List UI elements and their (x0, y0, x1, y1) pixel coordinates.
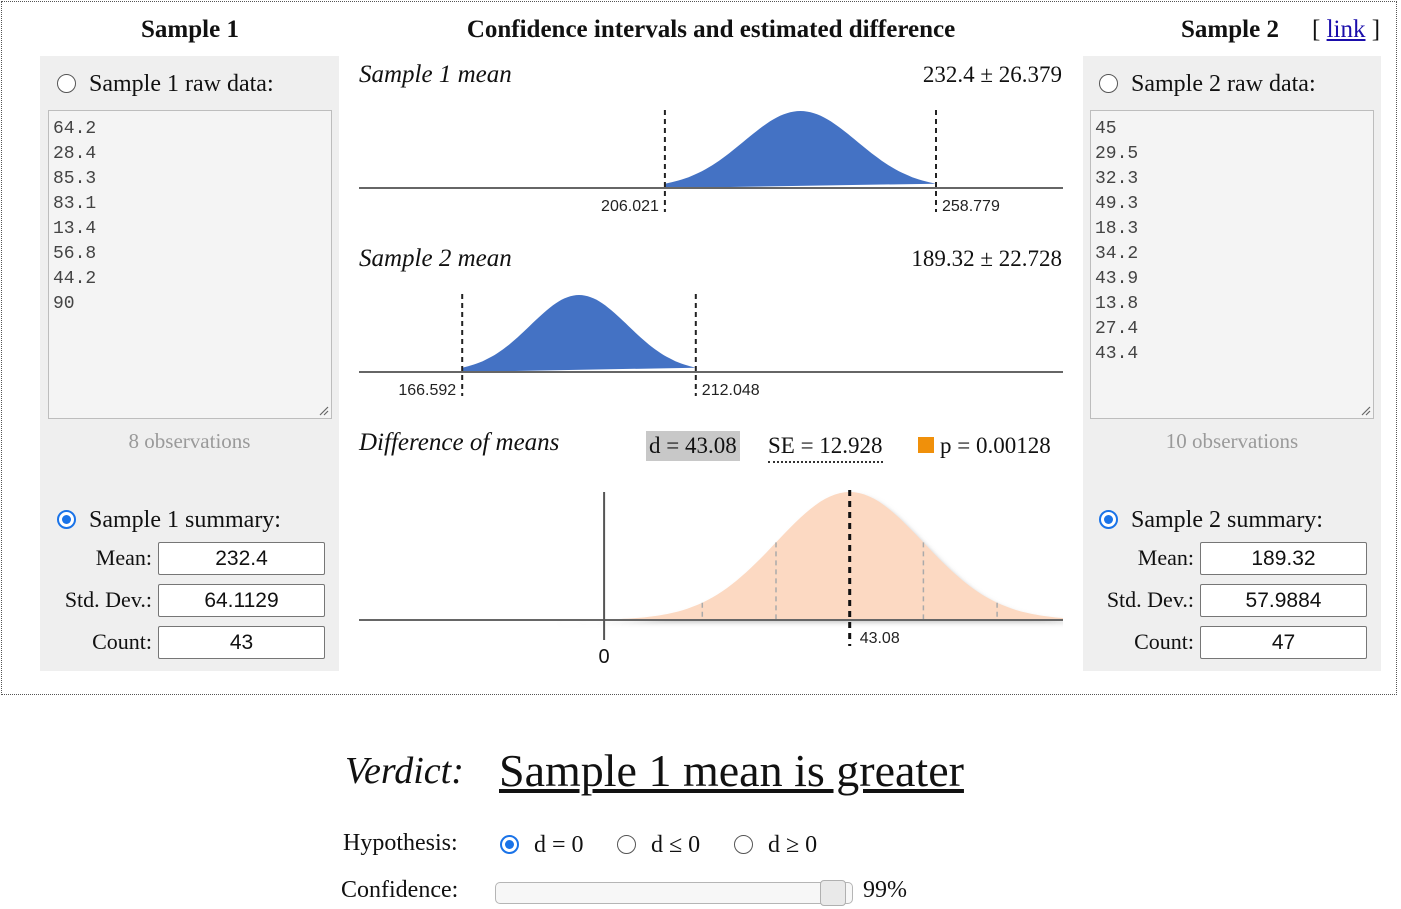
sample1-title: Sample 1 (141, 16, 239, 43)
sample2-raw-value: 43.9 (1095, 269, 1139, 289)
diff-zero-label: 0 (599, 646, 610, 668)
sample1-raw-value: 90 (53, 294, 75, 314)
mean2-upper-bound-label: 212.048 (702, 382, 760, 399)
sample2-raw-value: 29.5 (1095, 144, 1139, 164)
mean1-ci-plot: 206.021 258.779 (359, 110, 1063, 215)
mean1-lower-bound-label: 206.021 (601, 198, 659, 215)
hypothesis-option-ge: d ≥ 0 (768, 832, 818, 858)
sample2-mean-input[interactable]: 189.32 (1200, 542, 1367, 575)
sample2-mean-label: Mean: (1137, 545, 1194, 570)
sample1-raw-value: 85.3 (53, 169, 97, 189)
sample2-raw-value: 45 (1095, 119, 1117, 139)
sample2-summary-radio[interactable] (1099, 510, 1118, 529)
confidence-slider-thumb[interactable] (820, 880, 847, 906)
sample1-raw-value: 83.1 (53, 194, 97, 214)
mean2-density-curve (462, 295, 696, 372)
diff-plot: 0 43.08 (359, 490, 1063, 668)
confidence-slider[interactable] (495, 880, 853, 906)
confidence-slider-track (495, 882, 853, 904)
sample2-raw-value: 13.8 (1095, 294, 1139, 314)
sample1-sd-label: Std. Dev.: (64, 587, 152, 612)
diff-density-curve (554, 492, 1063, 620)
sample2-raw-value: 43.4 (1095, 344, 1139, 364)
mean2-lower-bound-label: 166.592 (398, 382, 456, 399)
sample2-raw-value: 32.3 (1095, 169, 1139, 189)
hypothesis-option-le: d ≤ 0 (651, 832, 701, 858)
verdict-label: Verdict: (345, 750, 464, 792)
sample1-raw-value: 64.2 (53, 119, 97, 139)
sample2-raw-value: 34.2 (1095, 244, 1139, 264)
sample2-raw-radio[interactable] (1099, 74, 1118, 93)
sample2-observations: 10 observations (1165, 429, 1299, 453)
p-value: p = 0.00128 (940, 433, 1051, 458)
sample2-raw-textarea[interactable]: 45 29.5 32.3 49.3 18.3 34.2 43.9 13.8 27.4 43.4 (1090, 110, 1374, 419)
diff-plot-title: Difference of means (359, 429, 560, 456)
confidence-value: 99% (863, 877, 907, 903)
sample1-sd-input[interactable]: 64.1129 (158, 584, 325, 617)
hypothesis-label: Hypothesis: (343, 830, 458, 856)
sample1-summary-radio[interactable] (57, 510, 76, 529)
link-bracket-close: ] (1371, 16, 1381, 43)
mean1-plot-value: 232.4 ± 26.379 (922, 62, 1062, 87)
sample2-count-input[interactable]: 47 (1200, 626, 1367, 659)
mean2-plot-value: 189.32 ± 22.728 (911, 246, 1062, 271)
sample1-mean-input[interactable]: 232.4 (158, 542, 325, 575)
sample2-raw-value: 49.3 (1095, 194, 1139, 214)
mean1-upper-bound-label: 258.779 (942, 198, 1000, 215)
link-group: [ link ] (1312, 16, 1380, 44)
sample1-raw-radio[interactable] (57, 74, 76, 93)
mean1-density-curve (664, 111, 936, 188)
sample1-raw-value: 13.4 (53, 219, 97, 239)
hypothesis-option-eq: d = 0 (534, 832, 584, 858)
resize-grip-icon[interactable] (1359, 404, 1371, 416)
sample2-raw-value: 18.3 (1095, 219, 1139, 239)
confidence-label: Confidence: (341, 877, 459, 903)
sample1-raw-label: Sample 1 raw data: (89, 71, 274, 97)
sample2-title: Sample 2 (1181, 16, 1279, 43)
sample1-observations: 8 observations (128, 429, 251, 453)
mean1-plot-title: Sample 1 mean (359, 61, 512, 88)
sample1-raw-lines: 64.2 28.4 85.3 83.1 13.4 56.8 44.2 90 (53, 117, 327, 317)
sample1-raw-value: 44.2 (53, 269, 97, 289)
hypothesis-radio-eq[interactable] (500, 835, 519, 854)
center-title: Confidence intervals and estimated diffe… (466, 16, 956, 43)
diff-estimate-label: 43.08 (860, 630, 900, 647)
sample2-summary-label: Sample 2 summary: (1131, 507, 1323, 533)
se-value[interactable]: SE = 12.928 (768, 431, 883, 463)
sample1-raw-value: 56.8 (53, 244, 97, 264)
diff-sd-lines (701, 542, 998, 620)
sample1-count-input[interactable]: 43 (158, 626, 325, 659)
mean2-plot-title: Sample 2 mean (359, 245, 512, 272)
sample2-raw-value: 27.4 (1095, 319, 1139, 339)
link-bracket-open: [ (1312, 16, 1321, 43)
sample1-raw-value: 28.4 (53, 144, 97, 164)
resize-grip-icon[interactable] (317, 404, 329, 416)
share-link[interactable]: link (1326, 16, 1366, 43)
sample1-summary-label: Sample 1 summary: (89, 507, 281, 533)
hypothesis-radio-le[interactable] (617, 835, 636, 854)
sample2-sd-label: Std. Dev.: (1106, 587, 1194, 612)
sample1-mean-label: Mean: (95, 545, 152, 570)
sample2-sd-input[interactable]: 57.9884 (1200, 584, 1367, 617)
sample1-raw-textarea[interactable]: 64.2 28.4 85.3 83.1 13.4 56.8 44.2 90 (48, 110, 332, 419)
sample2-count-label: Count: (1134, 629, 1194, 654)
calculator-frame (1, 1, 1397, 695)
mean2-ci-plot: 166.592 212.048 (359, 294, 1063, 399)
verdict-text: Sample 1 mean is greater (499, 745, 964, 796)
sample2-raw-lines: 45 29.5 32.3 49.3 18.3 34.2 43.9 13.8 27.4 43.4 (1095, 117, 1369, 367)
p-value-marker-icon (918, 437, 934, 453)
d-value-badge: d = 43.08 (646, 431, 740, 461)
hypothesis-radio-ge[interactable] (734, 835, 753, 854)
sample1-count-label: Count: (92, 629, 152, 654)
sample2-raw-label: Sample 2 raw data: (1131, 71, 1316, 97)
